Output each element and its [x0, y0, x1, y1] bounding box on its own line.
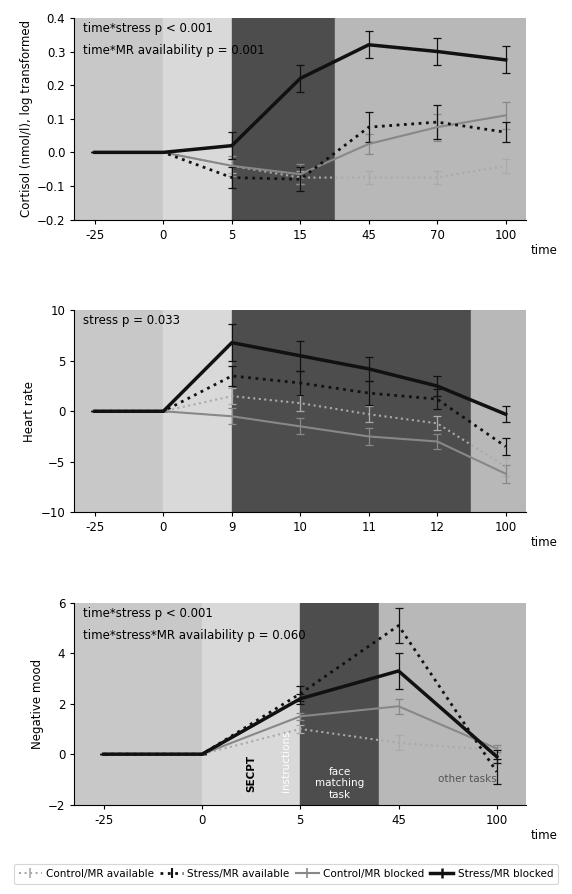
Legend: Control/MR available, Stress/MR available, Control/MR blocked, Stress/MR blocked: Control/MR available, Stress/MR availabl… [14, 864, 558, 884]
Y-axis label: Cortisol (nmol/l), log transformed: Cortisol (nmol/l), log transformed [19, 21, 33, 217]
Bar [471, 310, 572, 512]
Text: SECPT: SECPT [246, 755, 256, 792]
Bar [335, 18, 572, 220]
Bar [164, 310, 232, 512]
Text: time: time [531, 244, 558, 257]
Bar [232, 310, 471, 512]
Bar [232, 18, 335, 220]
Y-axis label: Heart rate: Heart rate [23, 381, 37, 442]
Bar [202, 603, 300, 805]
Text: instructions: instructions [280, 730, 291, 792]
Text: time*stress*MR availability p = 0.060: time*stress*MR availability p = 0.060 [84, 629, 306, 642]
Text: face
matching
task: face matching task [315, 767, 364, 800]
Text: time: time [531, 829, 558, 842]
Text: time*stress p < 0.001: time*stress p < 0.001 [84, 607, 213, 620]
Bar [300, 603, 379, 805]
Bar [379, 603, 572, 805]
Text: time*stress p < 0.001: time*stress p < 0.001 [84, 22, 213, 35]
Y-axis label: Negative mood: Negative mood [31, 659, 44, 749]
Text: stress p = 0.033: stress p = 0.033 [84, 315, 180, 327]
Text: time: time [531, 536, 558, 549]
Bar [164, 18, 232, 220]
Text: time*MR availability p = 0.001: time*MR availability p = 0.001 [84, 44, 265, 57]
Text: other tasks: other tasks [438, 774, 496, 784]
